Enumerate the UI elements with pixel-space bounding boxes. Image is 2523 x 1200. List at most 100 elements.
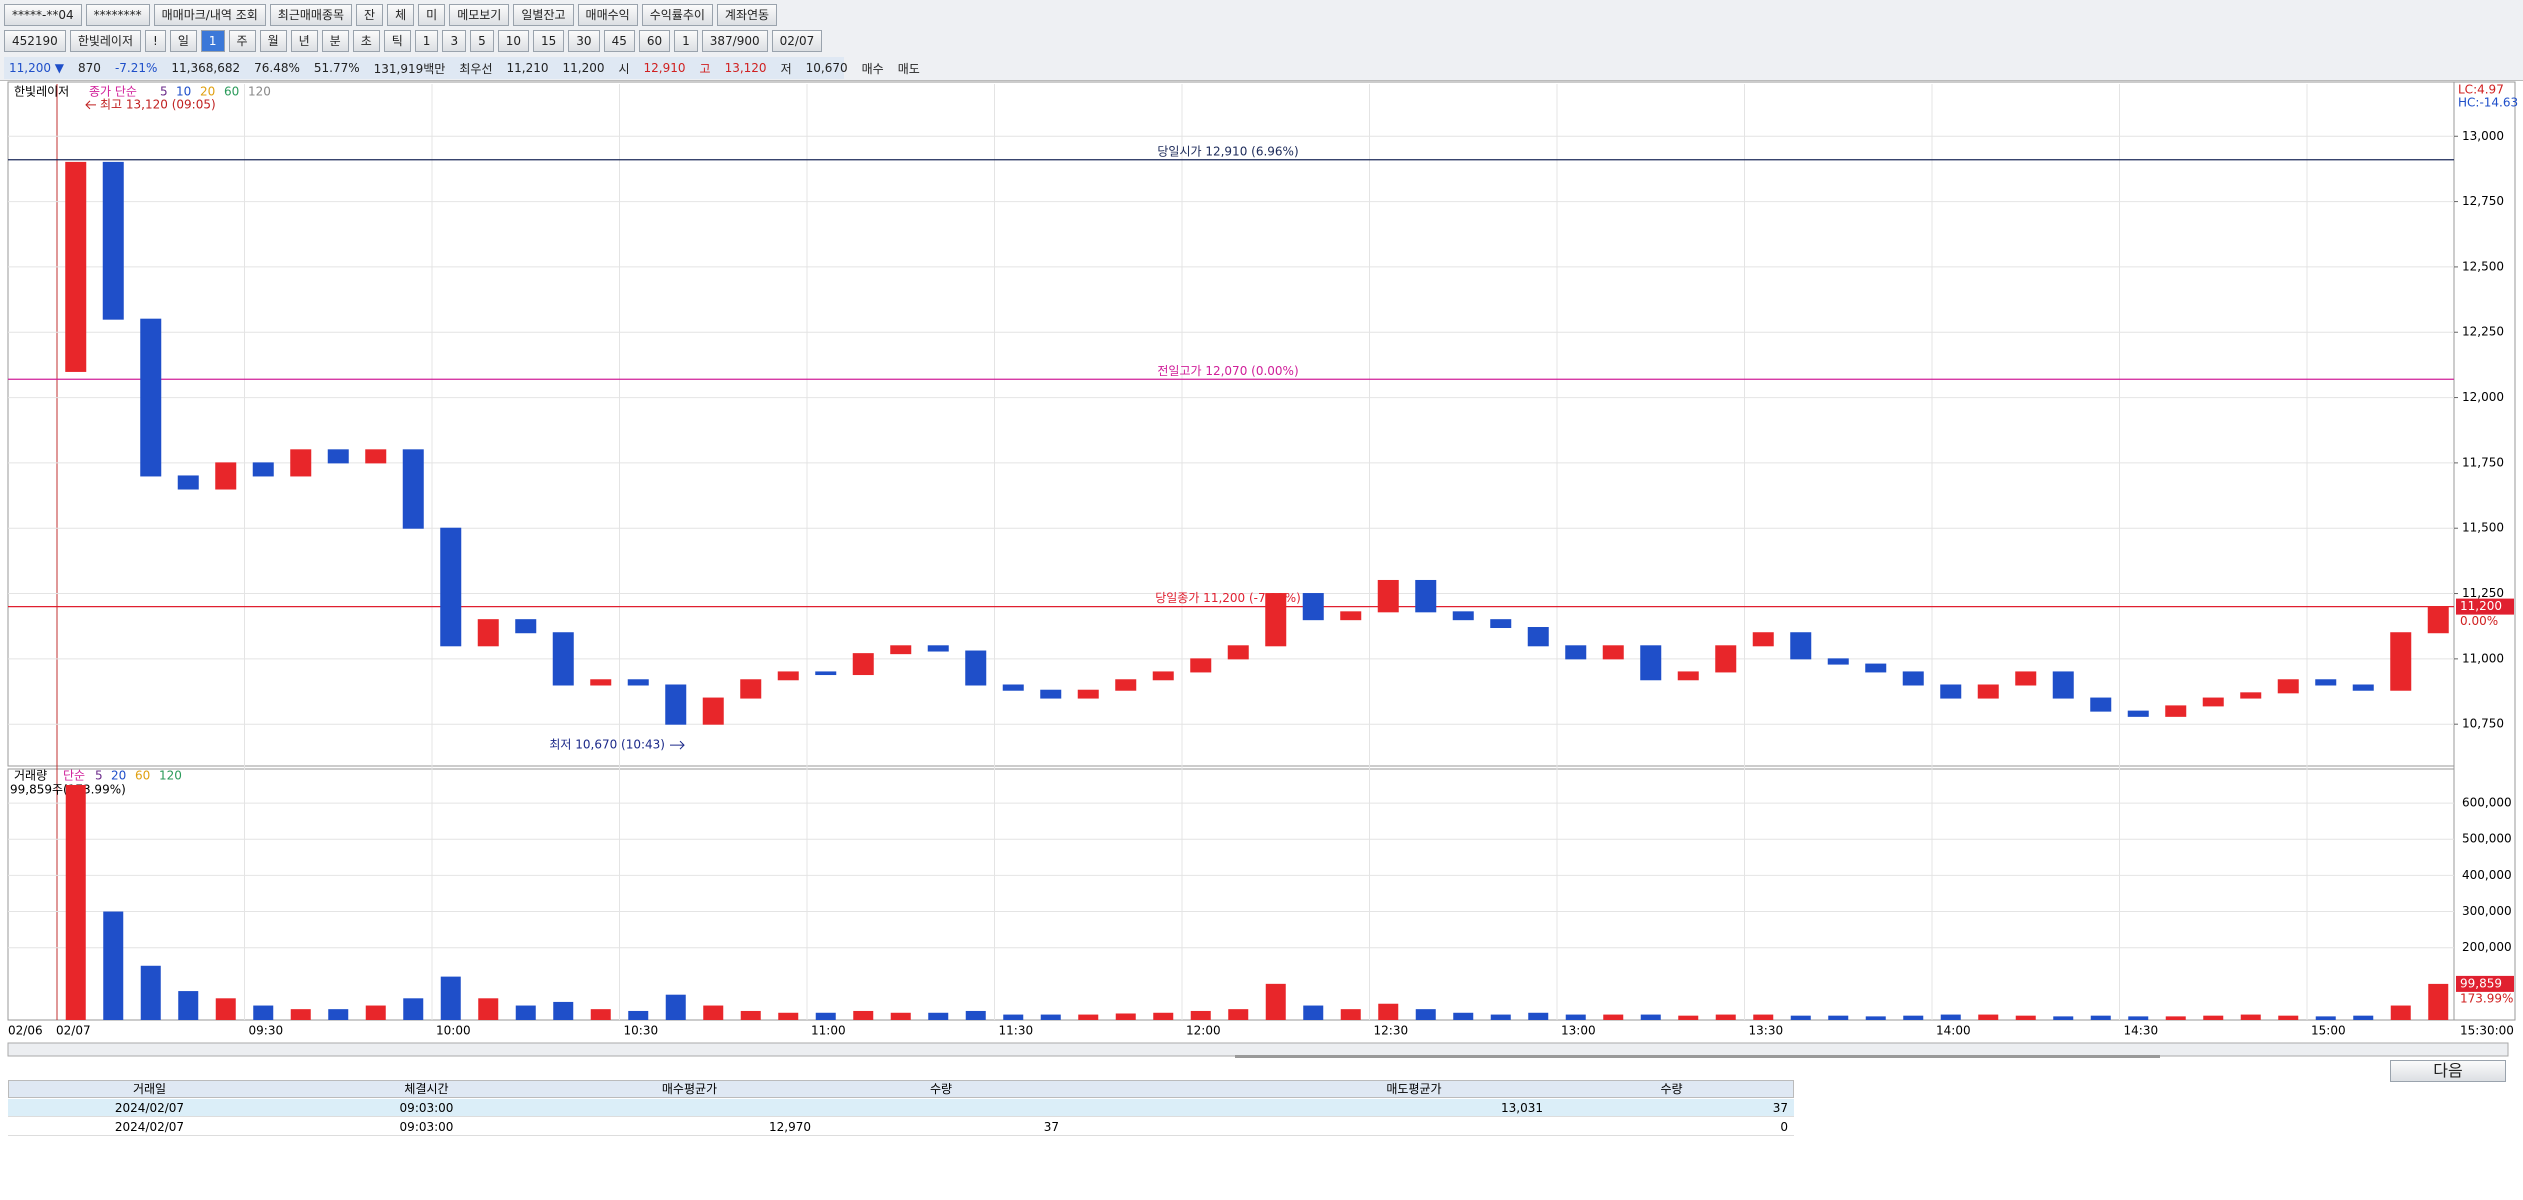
x-tick-label: 13:00	[1561, 1024, 1596, 1038]
table-cell: 09:03:00	[399, 1120, 454, 1134]
volume-bar	[928, 1012, 949, 1020]
candle-body	[1377, 579, 1399, 613]
quote-field: 시	[618, 61, 630, 76]
toolbar-button[interactable]: 매매마크/내역 조회	[153, 4, 266, 26]
column-header: 거래일	[132, 1082, 167, 1096]
volume-bar	[1790, 1015, 1811, 1020]
toolbar-button[interactable]: 년	[290, 30, 318, 52]
table-cell: 12,970	[769, 1120, 811, 1134]
candle-body	[1977, 684, 1999, 699]
candle-body	[1640, 645, 1662, 681]
candle-body	[515, 619, 537, 634]
row-bg	[8, 1099, 1794, 1117]
volume-bar	[1378, 1003, 1399, 1020]
y-tick-label: 600,000	[2462, 796, 2512, 810]
high-note: 최고 13,120 (09:05)	[100, 97, 216, 111]
toolbar-button[interactable]: 45	[603, 30, 635, 52]
table-cell: 37	[1772, 1101, 1788, 1115]
x-tick-label: 14:00	[1936, 1024, 1971, 1038]
volume-bar	[440, 976, 461, 1020]
quote-field: 11,200	[562, 61, 605, 75]
candle-body	[1752, 632, 1774, 647]
candle-body	[177, 475, 199, 490]
toolbar-button[interactable]: 5	[470, 30, 494, 52]
change-tag: 0.00%	[2460, 614, 2498, 628]
column-header: 매도평균가	[1386, 1082, 1442, 1096]
toolbar-button[interactable]: 02/07	[771, 30, 823, 52]
toolbar-button[interactable]: 분	[321, 30, 349, 52]
toolbar-button[interactable]: 일별잔고	[513, 4, 574, 26]
volume-bar	[1228, 1009, 1249, 1020]
toolbar-button[interactable]: 1	[414, 30, 439, 52]
toolbar-button[interactable]: 월	[259, 30, 287, 52]
toolbar-button[interactable]: 30	[568, 30, 600, 52]
candle-body	[965, 650, 987, 686]
legend-period: 60	[224, 85, 239, 99]
toolbar-button[interactable]: 15	[533, 30, 565, 52]
date-label: 02/07	[56, 1024, 91, 1038]
legend-period: 20	[111, 769, 126, 783]
volume-bar	[665, 994, 686, 1020]
volume-bar	[2053, 1016, 2074, 1020]
toolbar-button[interactable]: 틱	[383, 30, 411, 52]
volume-bar	[1715, 1014, 1736, 1020]
candle-body	[1002, 684, 1024, 691]
candle-body	[1715, 645, 1737, 673]
volume-bar	[2353, 1015, 2374, 1020]
volume-bar	[140, 965, 161, 1020]
toolbar-button[interactable]: 매매수익	[577, 4, 638, 26]
toolbar-button[interactable]: 452190	[4, 30, 66, 52]
legend-name: 거래량	[14, 769, 47, 783]
x-tick-label: 09:30	[249, 1024, 284, 1038]
toolbar-button[interactable]: 수익률추이	[641, 4, 713, 26]
toolbar-button[interactable]: ********	[85, 4, 150, 26]
volume-bar	[478, 998, 499, 1020]
legend-period: 20	[200, 85, 215, 99]
volume-bar	[103, 911, 124, 1020]
reference-label: 전일고가 12,070 (0.00%)	[1157, 364, 1298, 378]
volume-bar	[1490, 1014, 1511, 1020]
volume-bar	[703, 1005, 724, 1020]
toolbar-button[interactable]: 1	[200, 30, 225, 52]
quote-field: 13,120	[724, 61, 767, 75]
quote-field[interactable]: 매도	[897, 61, 920, 76]
x-tick-label: 11:00	[811, 1024, 846, 1038]
candle-body	[1677, 671, 1699, 681]
toolbar-button[interactable]: 계좌연동	[716, 4, 778, 26]
toolbar-button[interactable]: 60	[638, 30, 671, 52]
row-bg	[8, 1118, 1794, 1136]
y-tick-label: 11,000	[2462, 651, 2504, 665]
toolbar-button[interactable]: 체	[387, 4, 415, 26]
candle-body	[2240, 692, 2262, 699]
volume-bar	[1640, 1014, 1661, 1020]
toolbar-button[interactable]: 초	[352, 30, 380, 52]
toolbar-button[interactable]: 미	[418, 4, 446, 26]
legend-period: 120	[248, 85, 271, 99]
y-tick-label: 12,750	[2462, 194, 2504, 208]
toolbar-button[interactable]: 메모보기	[449, 4, 510, 26]
column-header: 수량	[929, 1082, 953, 1096]
quote-field[interactable]: 매수	[861, 61, 884, 76]
toolbar-button[interactable]: 10	[497, 30, 529, 52]
toolbar-button[interactable]: 1	[674, 30, 698, 52]
legend-name: 한빛레이저	[14, 85, 69, 99]
candle-body	[1452, 611, 1474, 621]
toolbar-button[interactable]: 일	[169, 30, 197, 52]
toolbar-button[interactable]: 잔	[356, 4, 384, 26]
toolbar-row: *****-**04 ******** 매매마크/내역 조회 최근매매종목 잔 체 미 메모보…	[4, 4, 778, 26]
quote-field: 11,200 ▼	[9, 61, 65, 75]
toolbar-button[interactable]: 한빛레이저	[69, 30, 142, 52]
toolbar-button[interactable]: 387/900	[701, 30, 768, 52]
toolbar-button[interactable]: 3	[442, 30, 467, 52]
column-header: 체결시간	[404, 1082, 449, 1096]
next-button[interactable]: 다음	[2390, 1060, 2506, 1082]
toolbar-button[interactable]: !	[145, 30, 166, 52]
toolbar-button[interactable]: 주	[228, 30, 256, 52]
toolbar-button[interactable]: *****-**04	[4, 4, 82, 26]
candle-body	[1115, 679, 1137, 691]
toolbar-button[interactable]: 최근매매종목	[269, 4, 353, 26]
candle-body	[1077, 689, 1099, 699]
x-tick-label: 13:30	[1749, 1024, 1784, 1038]
quote-field: 76.48%	[254, 61, 300, 75]
candle-body	[365, 449, 387, 464]
